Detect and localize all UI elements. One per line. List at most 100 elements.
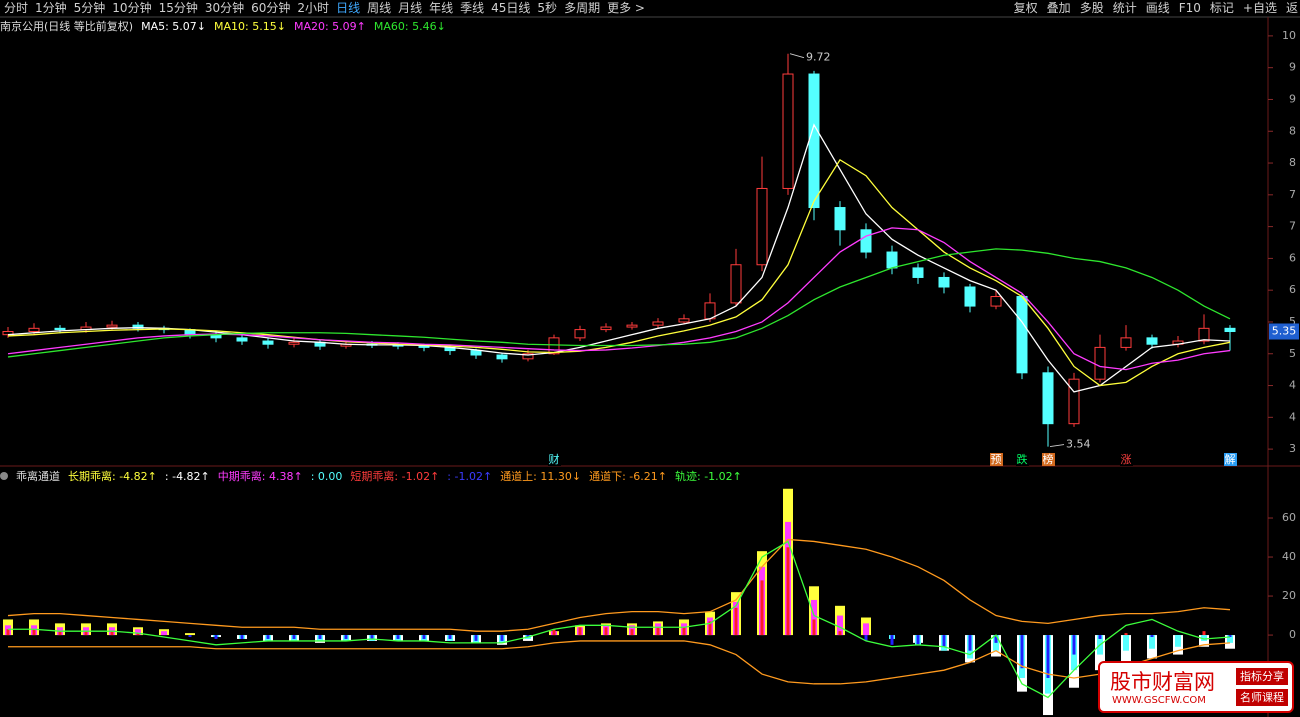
indicator-line: [7, 158, 1231, 387]
tool-button[interactable]: +自选: [1242, 1, 1277, 15]
deviation-bar: [474, 635, 478, 641]
indicator-line: [7, 248, 1231, 358]
legend-entry: : -4.82↑: [164, 469, 210, 483]
tool-button[interactable]: 画线: [1145, 1, 1170, 15]
indicator-line: [8, 640, 1231, 685]
deviation-bar: [708, 621, 712, 636]
y-tick-label: 4: [1289, 410, 1296, 423]
candle-body: [1224, 327, 1236, 333]
period-button[interactable]: 季线: [460, 1, 485, 15]
deviation-bar: [1098, 635, 1102, 639]
legend-entry: MA20: 5.09↑: [293, 19, 366, 33]
period-button[interactable]: 15分钟: [158, 1, 198, 15]
candle-body: [574, 329, 586, 339]
tool-button[interactable]: 叠加: [1046, 1, 1071, 15]
y-tick-label: 0: [1289, 628, 1296, 641]
candle-body: [28, 327, 40, 333]
indicator-line: [7, 123, 1231, 393]
deviation-bar: [656, 627, 660, 636]
tool-button[interactable]: 返: [1285, 1, 1298, 15]
deviation-bar: [1175, 635, 1181, 647]
candle-body: [938, 276, 950, 288]
period-button[interactable]: 1分钟: [35, 1, 67, 15]
tool-button[interactable]: 多股: [1079, 1, 1104, 15]
candle-body: [782, 73, 794, 189]
deviation-bar: [786, 547, 790, 636]
candle-body: [990, 296, 1002, 307]
candle-body: [470, 350, 482, 356]
y-tick-label: 7: [1289, 220, 1296, 233]
deviation-bar: [266, 635, 270, 639]
candle-body: [678, 318, 690, 323]
period-button[interactable]: 周线: [367, 1, 392, 15]
candle-body: [886, 251, 898, 269]
deviation-bar: [994, 635, 998, 643]
low-pointer: [1049, 444, 1065, 448]
deviation-bar: [1020, 635, 1024, 669]
candle-body: [1042, 372, 1054, 425]
period-button[interactable]: 年线: [429, 1, 454, 15]
deviation-bar: [135, 629, 141, 636]
tool-button[interactable]: 复权: [1013, 1, 1038, 15]
period-toolbar: 分时 1分钟 5分钟 10分钟 15分钟 30分钟 60分钟 2小时 日线 周线 月线 年线 季线 45日…: [4, 0, 645, 15]
candle-body: [522, 353, 534, 360]
period-button[interactable]: 5分钟: [73, 1, 106, 15]
y-tick-label: 4: [1289, 379, 1296, 392]
event-marker: 解: [1225, 452, 1236, 466]
y-tick-label: 5: [1289, 347, 1296, 360]
deviation-bar: [837, 615, 843, 636]
deviation-bar: [110, 631, 114, 636]
period-button[interactable]: 10分钟: [112, 1, 152, 15]
y-tick-label: 6: [1289, 283, 1296, 296]
period-button[interactable]: 更多 >: [607, 1, 645, 15]
legend-entry: 短期乖离: -1.02↑: [350, 470, 440, 483]
period-button[interactable]: 日线: [336, 1, 361, 15]
deviation-bar: [292, 635, 296, 639]
candle-body: [600, 326, 612, 331]
event-marker: 榜: [1043, 452, 1054, 466]
event-marker-bg: [1224, 453, 1237, 466]
deviation-bar: [370, 635, 374, 639]
period-button[interactable]: 多周期: [564, 1, 601, 15]
high-pointer: [789, 53, 805, 59]
deviation-bar: [630, 629, 634, 636]
tool-button[interactable]: 统计: [1112, 1, 1137, 15]
period-button[interactable]: 2小时: [297, 1, 330, 15]
period-button[interactable]: 月线: [398, 1, 423, 15]
event-marker-bg: [1042, 453, 1055, 466]
watermark: 股市财富网 WWW.GSCFW.COM 指标分享 名师课程: [1098, 661, 1294, 713]
period-button[interactable]: 分时: [4, 1, 29, 15]
legend-entry: 长期乖离: -4.82↑: [68, 470, 157, 483]
tool-button[interactable]: 标记: [1209, 1, 1234, 15]
watermark-tag: 名师课程: [1236, 689, 1288, 706]
y-tick-label: 60: [1282, 511, 1296, 524]
tool-button[interactable]: F10: [1178, 0, 1201, 15]
y-tick-label: 20: [1282, 589, 1296, 602]
deviation-bar: [968, 635, 972, 651]
candle-body: [1068, 378, 1080, 425]
y-tick-label: 9: [1289, 92, 1296, 105]
candle-body: [860, 229, 872, 253]
deviation-bar: [136, 633, 140, 636]
deviation-bar: [864, 635, 868, 641]
event-marker-bg: [990, 453, 1003, 466]
period-button[interactable]: 30分钟: [204, 1, 245, 15]
legend-entry: 轨迹: -1.02↑: [675, 470, 742, 483]
deviation-bar: [890, 635, 894, 645]
deviation-bar: [1227, 635, 1233, 643]
deviation-bar: [1124, 633, 1128, 636]
candle-body: [756, 187, 768, 266]
indicator-icon: [0, 472, 8, 480]
candle-body: [1094, 346, 1106, 380]
deviation-bar: [1072, 635, 1076, 655]
candle-body: [54, 327, 66, 331]
period-button[interactable]: 5秒: [537, 1, 558, 15]
tool-toolbar: 复权 叠加 多股 统计 画线 F10 标记 +自选返: [1013, 0, 1298, 16]
legend-entry: : -1.02↑: [447, 469, 493, 483]
indicator-header: 乖离通道 长期乖离: -4.82↑: -4.82↑ 中期乖离: 4.38↑: 0.…: [0, 468, 742, 484]
deviation-bar: [526, 635, 530, 638]
period-button[interactable]: 60分钟: [251, 1, 291, 15]
period-button[interactable]: 45日线: [491, 1, 531, 15]
legend-entry: 通道上: 11.30↓: [500, 470, 582, 483]
y-tick-label: 7: [1289, 188, 1296, 201]
